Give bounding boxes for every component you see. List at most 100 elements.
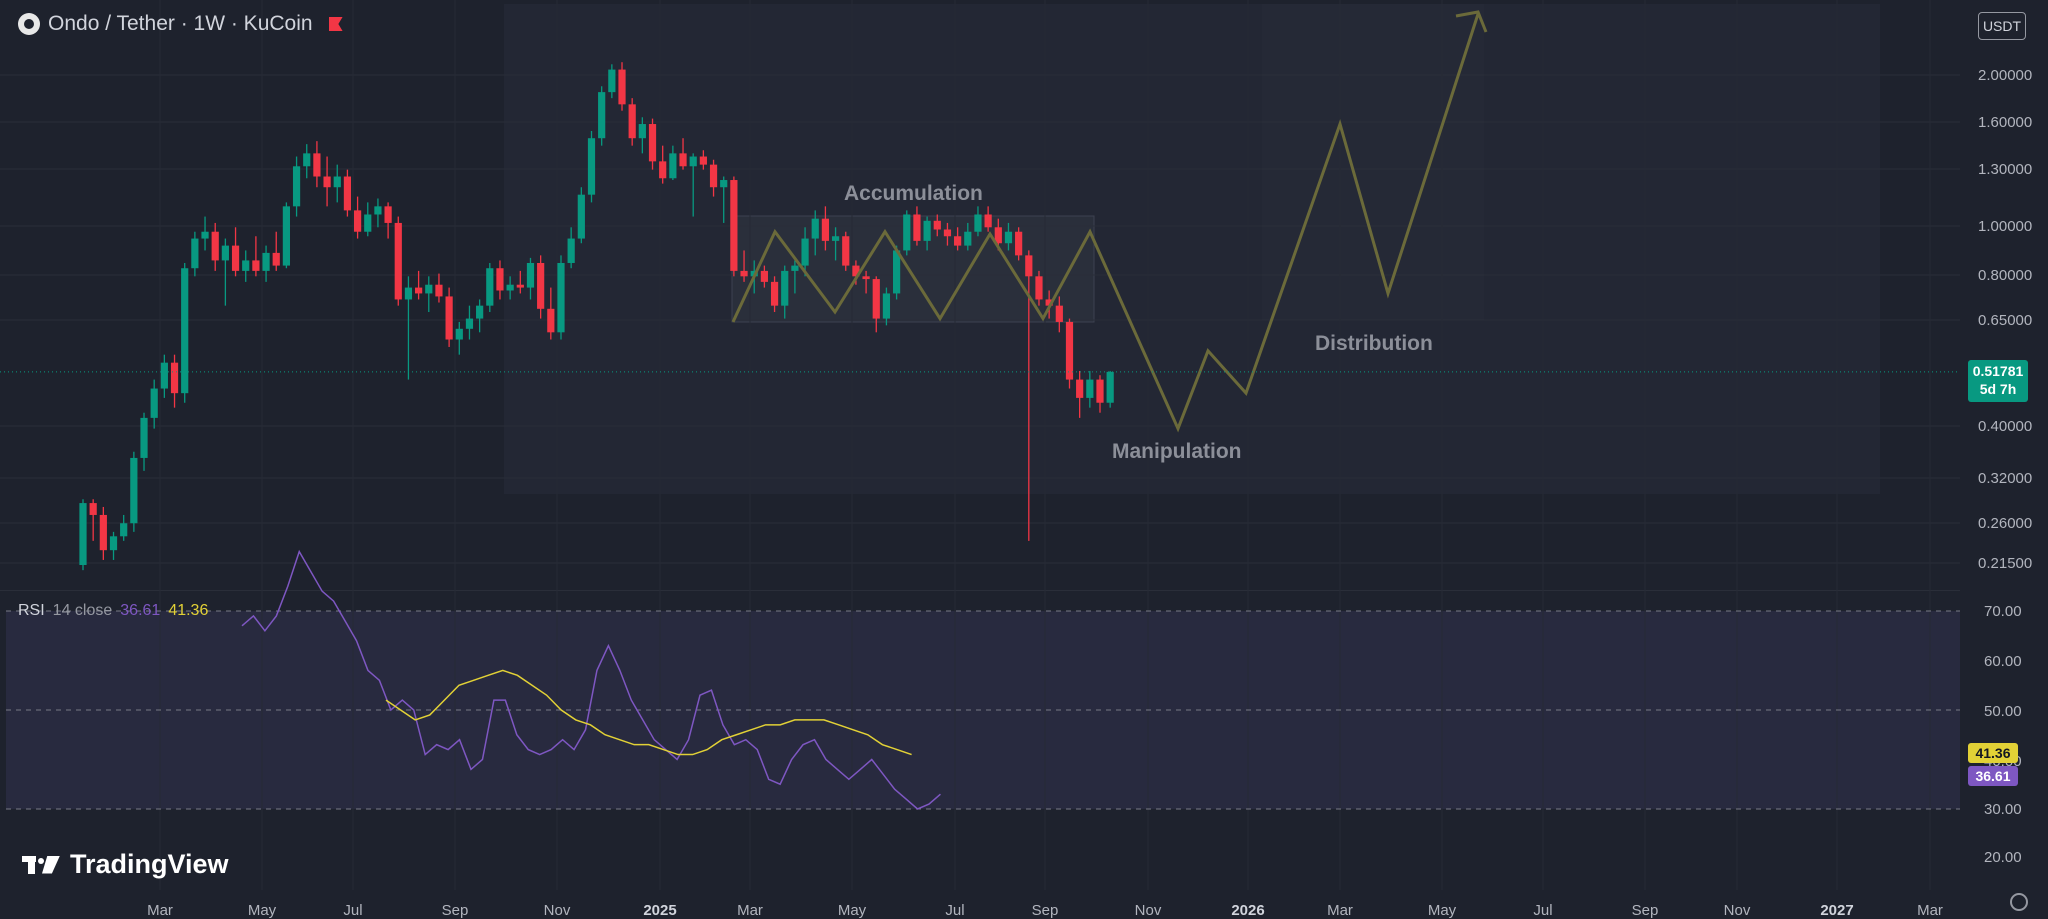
candle-body — [79, 503, 87, 565]
candle-body — [598, 92, 606, 139]
candle-body — [831, 236, 840, 241]
candle — [516, 270, 524, 294]
time-tick-label: Jul — [945, 902, 964, 919]
candle-body — [1106, 371, 1114, 403]
candle-body — [893, 250, 901, 294]
candle — [638, 117, 646, 154]
time-tick-label: Sep — [442, 902, 469, 919]
rsi-tick-label: 30.00 — [1984, 801, 2022, 818]
bar-countdown: 5d 7h — [1979, 381, 2017, 397]
time-tick-label: Sep — [1632, 902, 1659, 919]
candle-body — [140, 417, 148, 458]
candle — [1065, 318, 1074, 389]
time-tick-label: May — [1428, 902, 1457, 919]
time-tick-label: Nov — [1724, 902, 1751, 919]
price-tick-label: 0.26000 — [1978, 515, 2032, 532]
rsi-legend[interactable]: RSI 14 close 36.61 41.36 — [18, 602, 208, 620]
candle — [201, 216, 209, 251]
candle — [842, 231, 850, 271]
time-tick-label: 2027 — [1820, 902, 1853, 919]
candle — [89, 499, 97, 541]
candle — [831, 227, 840, 261]
candle — [435, 273, 443, 303]
candle — [587, 131, 596, 203]
rsi-ma-line — [385, 669, 912, 756]
manipulation-label: Manipulation — [1112, 440, 1242, 463]
candle — [730, 176, 738, 277]
projection-path — [731, 13, 1480, 433]
price-tick-label: 0.21500 — [1978, 555, 2032, 572]
candle-body — [455, 328, 463, 340]
candle — [598, 86, 606, 146]
candle — [811, 210, 819, 256]
time-tick-label: Nov — [1135, 902, 1162, 919]
candle — [659, 145, 667, 184]
candle — [343, 169, 352, 217]
candle-body — [659, 161, 667, 179]
rsi-value-badge: 36.61 — [1968, 766, 2018, 786]
rsi-value: 36.61 — [120, 602, 161, 619]
candle-body — [689, 156, 697, 167]
candle-body — [191, 238, 199, 269]
candle-body — [1045, 299, 1053, 306]
candle-body — [109, 536, 118, 551]
candle — [506, 276, 514, 300]
candle-body — [669, 153, 677, 179]
distribution-box — [1262, 4, 1484, 320]
candle — [821, 206, 830, 251]
candle-body — [852, 265, 860, 277]
candle-body — [221, 245, 229, 261]
candle-body — [343, 176, 352, 211]
last-price-value: 0.51781 — [1972, 363, 2024, 379]
time-tick-label: May — [248, 902, 277, 919]
price-tick-label: 1.30000 — [1978, 161, 2032, 178]
candle — [903, 210, 911, 256]
candle-body — [252, 260, 260, 271]
candle-body — [923, 220, 931, 241]
candle-body — [587, 138, 596, 195]
candle-body — [628, 104, 636, 139]
candle-body — [648, 124, 657, 162]
rsi-params: 14 close — [52, 602, 113, 619]
candle — [353, 196, 362, 239]
candle-body — [231, 245, 240, 271]
candle-body — [740, 270, 748, 277]
candle — [618, 62, 626, 111]
candle — [120, 514, 128, 541]
candle-body — [730, 180, 738, 271]
candle-body — [567, 238, 575, 263]
accumulation-label: Accumulation — [844, 182, 983, 205]
candle — [1076, 370, 1084, 418]
candle — [99, 506, 107, 560]
time-tick-label: Nov — [544, 902, 571, 919]
candle-body — [384, 206, 392, 223]
symbol-title[interactable]: Ondo / Tether · 1W · KuCoin — [48, 12, 313, 35]
candle — [181, 262, 189, 403]
candle-body — [323, 176, 331, 188]
candle — [1096, 375, 1104, 413]
candle-body — [577, 194, 585, 239]
candle-body — [211, 231, 219, 261]
candle — [476, 299, 484, 333]
candle-body — [557, 262, 565, 333]
candle — [679, 138, 687, 170]
chart-header: Ondo / Tether · 1W · KuCoin — [18, 12, 343, 36]
settings-gear-icon[interactable] — [2010, 893, 2028, 911]
candle-body — [120, 523, 128, 537]
candle — [537, 255, 545, 319]
candle-body — [821, 218, 830, 241]
candle — [313, 141, 321, 188]
candle — [242, 250, 250, 282]
candle-body — [801, 238, 809, 266]
tradingview-brand[interactable]: TradingView — [22, 849, 229, 880]
candle — [547, 287, 555, 340]
candle — [425, 276, 433, 313]
candle-body — [262, 252, 270, 271]
time-tick-label: Mar — [147, 902, 173, 919]
flag-icon[interactable] — [328, 17, 343, 31]
price-tick-label: 0.32000 — [1978, 470, 2032, 487]
candle-body — [1065, 321, 1074, 380]
currency-button[interactable]: USDT — [1978, 12, 2026, 40]
candle-body — [933, 220, 941, 230]
candle-body — [760, 270, 768, 282]
